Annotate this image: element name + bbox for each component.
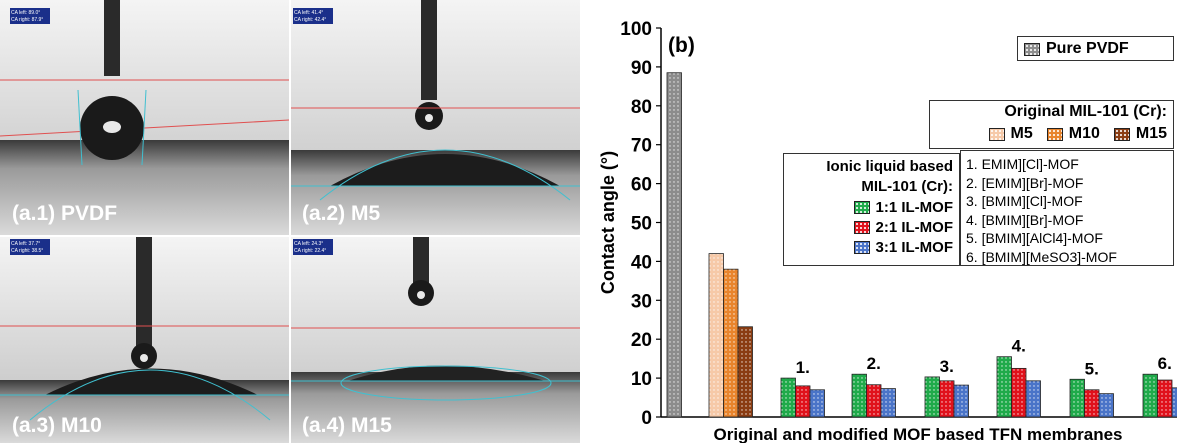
group-number-label: 4. (1012, 337, 1026, 356)
bar-2-1-il-mof (939, 380, 955, 418)
photo-panel-pvdf (0, 0, 290, 235)
legend-item-3: 3. [BMIM][Cl]-MOF (966, 193, 1083, 209)
y-axis-title: Contact angle (°) (598, 151, 618, 294)
ca-readout-box (293, 239, 333, 255)
ca-readout-box (293, 8, 333, 24)
y-tick-label: 0 (641, 408, 652, 429)
photo-label: (a.4) M15 (302, 414, 392, 437)
ca-readout-box (10, 8, 50, 24)
legend-label-m15: M15 (1135, 125, 1167, 142)
group-number-label: 5. (1085, 359, 1099, 378)
bar-3-1-il-mof (1025, 380, 1041, 418)
ca-readout-text: CA right: 42.4° (294, 17, 326, 23)
bar-3-1-il-mof (1171, 387, 1177, 418)
legend-label-pure-pvdf: Pure PVDF (1046, 40, 1129, 57)
ca-readout-text: CA left: 24.3° (294, 241, 323, 247)
photo-panel-m5 (291, 0, 580, 235)
photo-label: (a.3) M10 (12, 414, 102, 437)
legend-pure-pvdf: Pure PVDF (1017, 36, 1174, 61)
y-tick-label: 90 (631, 58, 652, 79)
ca-readout-text: CA left: 89.0° (11, 10, 40, 16)
legend-label-m5: M5 (1010, 125, 1033, 142)
y-tick-label: 10 (631, 369, 652, 390)
bar-2-1-il-mof (795, 385, 811, 418)
droplet-photo-grid: CA left: 89.0°CA right: 87.9° (a.1) PVDF C… (0, 0, 580, 443)
bar-1-1-il-mof (996, 356, 1012, 418)
legend-title-original: Original MIL-101 (Cr): (1004, 103, 1167, 120)
legend-swatch-m5 (988, 127, 1005, 141)
legend-item-1: 1. EMIM][Cl]-MOF (966, 156, 1079, 172)
legend-title-ionic-2: MIL-101 (Cr): (861, 178, 953, 195)
legend-ionic-liquid: Ionic liquid based MIL-101 (Cr): 1:1 IL-… (783, 153, 960, 266)
y-tick-label: 20 (631, 330, 652, 351)
photo-panel-m15 (291, 237, 580, 443)
bar-1-1-il-mof (851, 373, 867, 418)
legend-title-ionic-1: Ionic liquid based (826, 158, 953, 175)
y-tick-label: 80 (631, 97, 652, 118)
bar-3-1-il-mof (809, 389, 825, 418)
legend-swatch-pure-pvdf (1024, 42, 1040, 56)
group-number-label: 6. (1158, 354, 1172, 373)
bar-2-1-il-mof (1157, 379, 1173, 418)
legend-item-5: 5. [BMIM][AlCl4]-MOF (966, 230, 1103, 246)
bar-1-1-il-mof (1142, 373, 1158, 418)
group-number-label: 3. (940, 357, 954, 376)
bar-3-1-il-mof (880, 388, 896, 418)
y-tick-label: 100 (620, 19, 652, 40)
group-number-label: 1. (796, 358, 810, 377)
legend-numbered-il-list: 1. EMIM][Cl]-MOF 2. [EMIM][Br]-MOF 3. [B… (960, 150, 1174, 266)
bar-1-1-il-mof (780, 377, 796, 418)
legend-swatch-m15 (1113, 127, 1130, 141)
legend-item-4: 4. [BMIM][Br]-MOF (966, 211, 1084, 228)
x-axis-title: Original and modified MOF based TFN memb… (713, 425, 1122, 443)
legend-swatch-1-1 (853, 201, 870, 214)
y-tick-label: 40 (631, 252, 652, 273)
y-tick-label: 30 (631, 291, 652, 312)
legend-swatch-m10 (1046, 127, 1063, 141)
ca-readout-box (10, 239, 50, 255)
ca-readout-text: CA right: 87.9° (11, 17, 43, 23)
legend-label-m10: M10 (1068, 125, 1100, 142)
ca-readout-text: CA left: 41.4° (294, 10, 323, 16)
y-tick-label: 60 (631, 175, 652, 196)
bar-m10 (723, 268, 739, 418)
ca-readout-text: CA left: 37.7° (11, 241, 40, 247)
legend-label-1-1: 1:1 IL-MOF (875, 199, 954, 216)
legend-label-2-1: 2:1 IL-MOF (875, 219, 954, 236)
legend-swatch-3-1 (853, 241, 870, 254)
y-tick-label: 50 (631, 214, 652, 235)
bar-2-1-il-mof (1084, 389, 1100, 418)
photo-label: (a.1) PVDF (12, 202, 117, 225)
bar-1-1-il-mof (924, 376, 940, 418)
legend-swatch-2-1 (853, 221, 870, 234)
ca-readout-text: CA right: 22.4° (294, 248, 326, 254)
y-tick-label: 70 (631, 136, 652, 157)
bar-pure-pvdf (666, 72, 682, 418)
legend-item-6: 6. [BMIM][MeSO3]-MOF (966, 248, 1117, 265)
bar-m15 (737, 326, 753, 418)
group-number-label: 2. (867, 354, 881, 373)
photo-panel-m10 (0, 237, 289, 443)
bar-3-1-il-mof (953, 384, 969, 418)
bar-2-1-il-mof (866, 384, 882, 418)
panel-label-b: (b) (668, 34, 695, 57)
legend-original-mil101: Original MIL-101 (Cr): M5 M10 M15 (929, 100, 1174, 149)
bar-3-1-il-mof (1098, 393, 1114, 418)
photo-label: (a.2) M5 (302, 202, 381, 225)
legend-label-3-1: 3:1 IL-MOF (875, 239, 954, 256)
legend-item-2: 2. [EMIM][Br]-MOF (966, 174, 1084, 191)
bar-2-1-il-mof (1011, 367, 1027, 418)
ca-readout-text: CA right: 38.5° (11, 248, 43, 254)
bar-1-1-il-mof (1069, 378, 1085, 418)
bar-m5 (708, 253, 724, 418)
